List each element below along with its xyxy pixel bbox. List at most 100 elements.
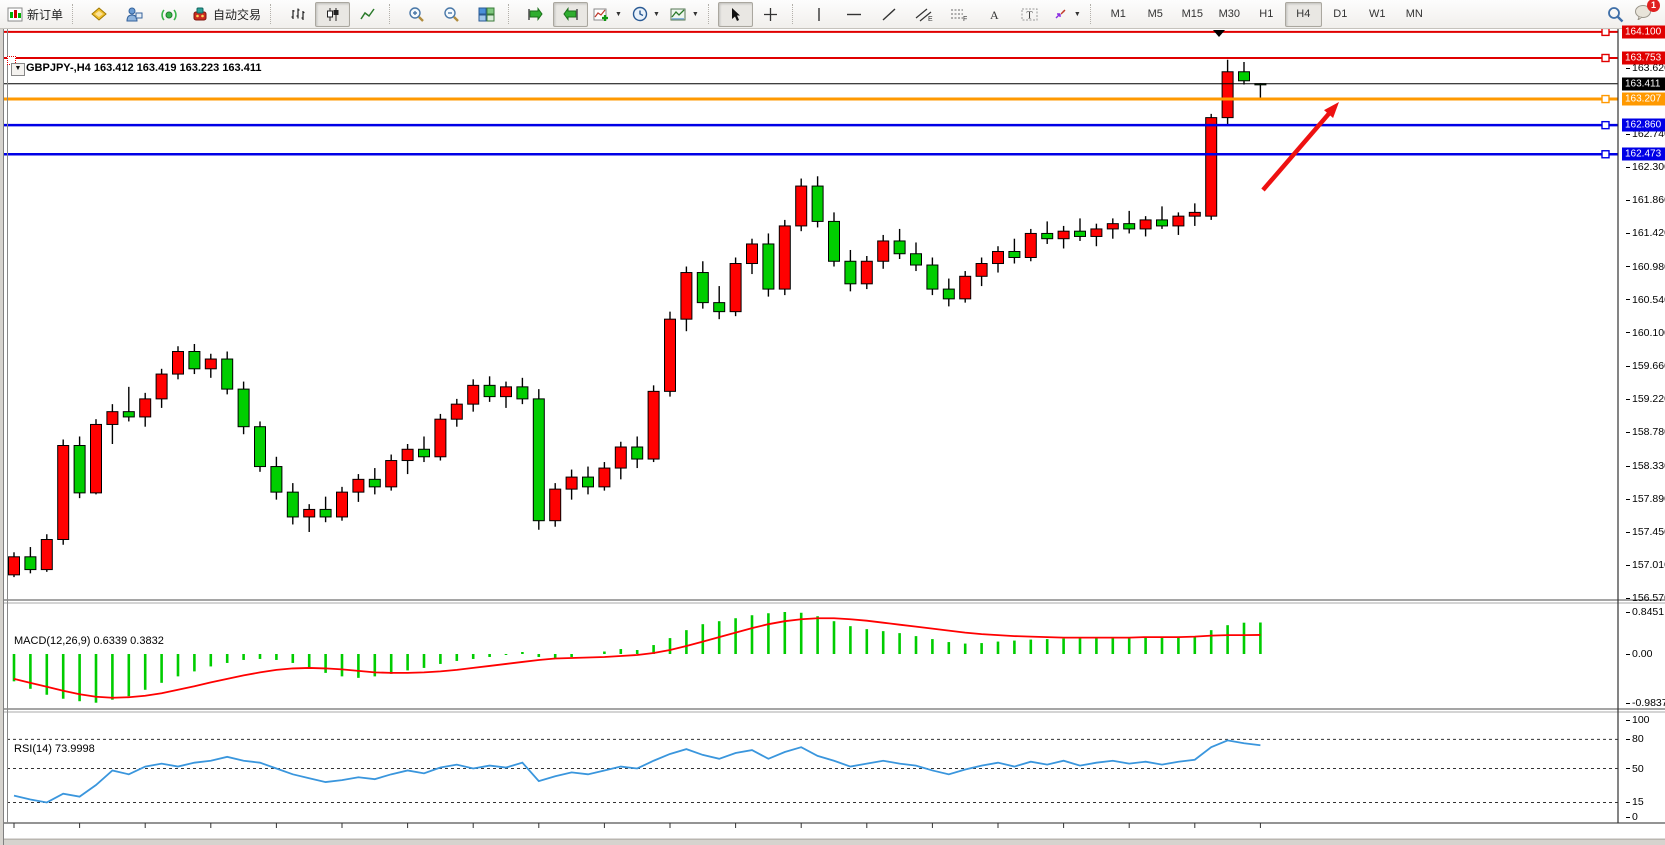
timeframe-button-M1[interactable]: M1 [1110,8,1126,20]
rsi-pane-label: RSI(14) 73.9998 [14,743,95,755]
candle-bearish [762,243,775,290]
trendline-button[interactable] [872,2,907,27]
auto-scroll-button[interactable] [518,2,553,27]
candle-bullish [303,508,316,518]
text-button[interactable]: A [977,2,1012,27]
line-handle[interactable] [1601,53,1610,63]
candlestick-icon [326,7,339,21]
candle-bullish [500,386,512,398]
zoom-out-button[interactable] [434,2,469,27]
timeframe-button-M30[interactable]: M30 [1218,8,1240,20]
equidistant-channel-button[interactable]: E [907,2,942,27]
candle-bearish [1238,71,1250,82]
timeframe-button-H1[interactable]: H1 [1259,8,1274,20]
candle-bullish [155,373,168,400]
candle-bullish [614,446,627,469]
rsi-tick-label: 15 [1626,796,1644,808]
arrows-button[interactable]: ▼ [1047,2,1086,27]
macd-signal-line [13,617,1261,699]
line-handle[interactable] [1601,94,1610,104]
toolbar-separator [508,4,515,24]
line-handle[interactable] [1601,150,1610,159]
candle-bullish [729,263,742,313]
text-icon: A [990,8,999,22]
chevron-down-icon: ▼ [652,10,660,18]
new-order-button[interactable]: 新订单 [2,2,68,27]
chevron-down-icon: ▼ [1073,10,1081,18]
price-tick-label: 163.620 [1626,62,1665,74]
line-handle[interactable] [1601,29,1610,37]
price-tick-label: 161.420 [1626,227,1665,239]
candle-bullish [1057,230,1070,240]
candle-bearish [122,411,135,418]
candle-bullish [90,423,102,494]
candle-bearish [270,466,283,493]
templates-button[interactable]: ▼ [665,2,704,27]
charts-button[interactable] [82,2,117,27]
zoom-in-icon [409,7,424,22]
fibonacci-icon: F [951,9,968,22]
status-strip [4,839,1665,845]
timeframe-button-M15[interactable]: M15 [1181,8,1203,20]
candle-bearish [254,426,266,468]
charts-icon [91,6,107,21]
indicators-icon [593,8,609,21]
zoom-in-button[interactable] [399,2,434,27]
candle-bullish [746,243,758,265]
vertical-line-button[interactable] [802,2,837,27]
candle-bearish [1156,219,1168,227]
svg-text:A: A [990,8,999,22]
symbol-dropdown-button[interactable]: ▼ [11,63,25,76]
timeframe-button-D1[interactable]: D1 [1333,8,1348,20]
bar-chart-icon [291,8,305,20]
chart-shift-button[interactable] [553,1,589,27]
candle-bullish [664,318,676,392]
timeframe-button-M5[interactable]: M5 [1147,8,1163,20]
cursor-button[interactable] [717,1,753,27]
rsi-line [13,739,1261,804]
candle-bearish [631,446,644,460]
text-label-icon: T [1021,8,1038,21]
line-chart-button[interactable] [350,2,385,27]
candle-bearish [188,351,201,370]
signals-button[interactable] [152,2,187,27]
candle-bullish [795,185,808,227]
tile-windows-button[interactable] [469,2,504,27]
search-icon[interactable] [1607,6,1624,23]
auto-trading-button[interactable]: 自动交易 [187,2,266,27]
price-tick-label: 158.330 [1626,460,1665,472]
macd-pane-label: MACD(12,26,9) 0.6339 0.3832 [14,635,164,647]
timeframe-button-W1[interactable]: W1 [1369,8,1386,20]
candle-bearish [516,386,529,400]
text-label-button[interactable]: T [1012,2,1047,27]
bar-chart-button[interactable] [280,2,315,27]
fibonacci-button[interactable]: F [942,2,977,27]
candle-bullish [1106,223,1119,230]
candle-bearish [1254,83,1267,86]
chart-background [4,29,1665,845]
candle-bullish [434,418,447,458]
market-watch-icon [126,7,143,21]
down-triangle-marker [1213,30,1225,37]
line-handle[interactable] [1601,120,1610,130]
horizontal-line-button[interactable] [837,2,872,27]
price-tick-label: 160.980 [1626,261,1665,273]
timeframe-button-H4[interactable]: H4 [1284,1,1322,27]
candle-bullish [549,488,562,522]
chart-canvas[interactable] [4,29,1665,845]
svg-text:F: F [963,16,967,22]
notifications-button[interactable]: 1 [1634,0,1660,25]
candle-bullish [992,250,1004,265]
crosshair-button[interactable] [753,2,788,27]
candle-bullish [680,272,693,320]
periods-button[interactable]: ▼ [627,2,665,27]
chart-shift-icon [563,6,578,21]
arrow-annotation-shaft[interactable] [1261,109,1333,192]
price-tick-label: 156.570 [1626,592,1665,604]
timeframe-button-MN[interactable]: MN [1405,8,1423,20]
chart-region: ▼ GBPJPY-,H4 163.412 163.419 163.223 163… [3,25,1665,845]
candlestick-chart-button[interactable] [315,1,351,27]
indicators-button[interactable]: ▼ [588,2,627,27]
market-watch-button[interactable] [117,2,152,27]
price-tick-label: 157.890 [1626,493,1665,505]
